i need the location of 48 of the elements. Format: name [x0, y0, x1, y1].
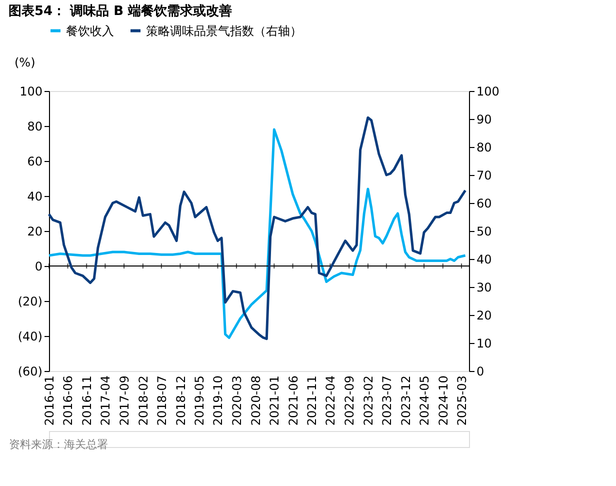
x-tick-label: 2018-02	[136, 376, 150, 426]
x-tick-label: 2021-06	[286, 376, 300, 426]
x-tick-label: 2021-11	[305, 376, 320, 426]
y2-tick-label: 90	[476, 112, 492, 126]
text: 资料来源：海关总署	[9, 438, 108, 451]
y-tick-label: 100	[20, 84, 42, 98]
y2-tick-label: 50	[476, 224, 492, 238]
x-tick-label: 2017-04	[98, 376, 113, 426]
x-tick-label: 2020-08	[248, 376, 263, 426]
legend-label: 策略调味品景气指数（右轴）	[146, 24, 302, 38]
x-tick-label: 2016-01	[42, 376, 56, 426]
x-tick-label: 2022-04	[324, 376, 338, 426]
x-tick-label: 2019-05	[192, 376, 206, 426]
x-tick-label: 2023-07	[380, 376, 394, 426]
y-axis-title: (%)	[14, 56, 36, 70]
x-tick-label: 2024-10	[436, 376, 450, 426]
x-tick-label: 2020-03	[230, 376, 244, 426]
y2-tick-label: 100	[476, 84, 500, 98]
x-tick-label: 2017-09	[118, 376, 132, 426]
x-tick-label: 2018-07	[154, 376, 169, 426]
y-tick-label: (40)	[18, 330, 42, 344]
y-tick-label: 40	[27, 190, 42, 204]
y-tick-label: 0	[34, 260, 42, 274]
x-tick-label: 2016-11	[80, 376, 94, 426]
x-tick-label: 2016-06	[61, 376, 76, 426]
y2-tick-label: 80	[476, 140, 492, 154]
x-tick-label: 2023-12	[398, 376, 413, 426]
y-tick-label: 20	[27, 224, 42, 238]
chart-title: 图表54： 调味品 B 端餐饮需求或改善	[8, 3, 232, 19]
legend-label: 餐饮收入	[66, 24, 114, 38]
y2-tick-label: 60	[476, 196, 492, 210]
x-tick-label: 2018-12	[174, 376, 188, 426]
x-tick-label: 2021-01	[268, 376, 282, 426]
x-tick-label: 2022-09	[342, 376, 357, 426]
y-tick-label: 80	[27, 120, 42, 134]
x-tick-label: 2023-02	[361, 376, 376, 426]
y2-tick-label: 40	[476, 252, 492, 266]
x-tick-label: 2025-03	[454, 376, 469, 426]
y2-tick-label: 70	[476, 168, 492, 182]
x-tick-label: 2019-10	[211, 376, 226, 426]
y2-tick-label: 20	[476, 308, 492, 322]
y-tick-label: (20)	[18, 294, 42, 308]
y2-tick-label: 30	[476, 280, 492, 294]
y2-tick-label: 0	[476, 364, 484, 378]
x-tick-label: 2024-05	[418, 376, 432, 426]
y-tick-label: 60	[27, 154, 42, 168]
y-tick-label: (60)	[18, 364, 42, 378]
y2-tick-label: 10	[476, 336, 492, 350]
